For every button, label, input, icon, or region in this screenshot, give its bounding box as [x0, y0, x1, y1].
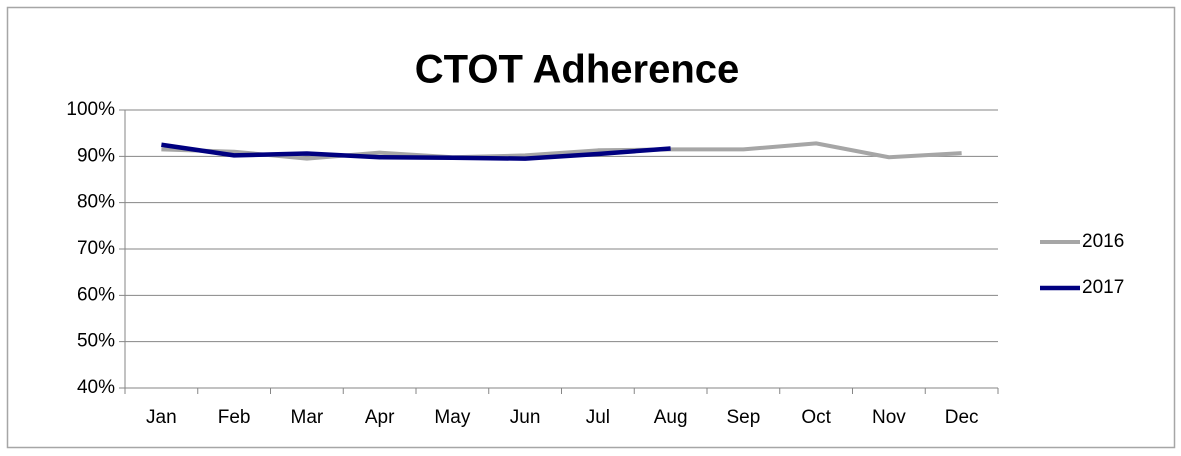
x-tick-label: Apr: [365, 407, 395, 428]
x-tick-label: Aug: [654, 407, 688, 428]
x-tick-label: Feb: [218, 407, 251, 428]
y-tick-label: 90%: [77, 145, 115, 166]
x-tick-label: Jan: [146, 407, 177, 428]
x-tick-label: Nov: [872, 407, 906, 428]
x-tick-label: Oct: [801, 407, 831, 428]
legend-label: 2017: [1082, 277, 1124, 298]
y-tick-label: 60%: [77, 284, 115, 305]
chart-title: CTOT Adherence: [415, 48, 740, 92]
x-tick-label: Jul: [586, 407, 610, 428]
legend-label: 2016: [1082, 231, 1124, 252]
y-tick-label: 50%: [77, 331, 115, 352]
x-tick-label: Jun: [510, 407, 541, 428]
x-tick-label: Sep: [726, 407, 760, 428]
x-tick-label: Dec: [945, 407, 979, 428]
y-tick-label: 70%: [77, 238, 115, 259]
x-tick-label: Mar: [291, 407, 324, 428]
chart-border: [6, 6, 1176, 449]
x-tick-label: May: [434, 407, 470, 428]
series-line: [161, 142, 671, 161]
y-tick-label: 40%: [77, 377, 115, 398]
series-line: [161, 141, 962, 161]
y-tick-label: 80%: [77, 192, 115, 213]
y-tick-label: 100%: [66, 99, 115, 120]
